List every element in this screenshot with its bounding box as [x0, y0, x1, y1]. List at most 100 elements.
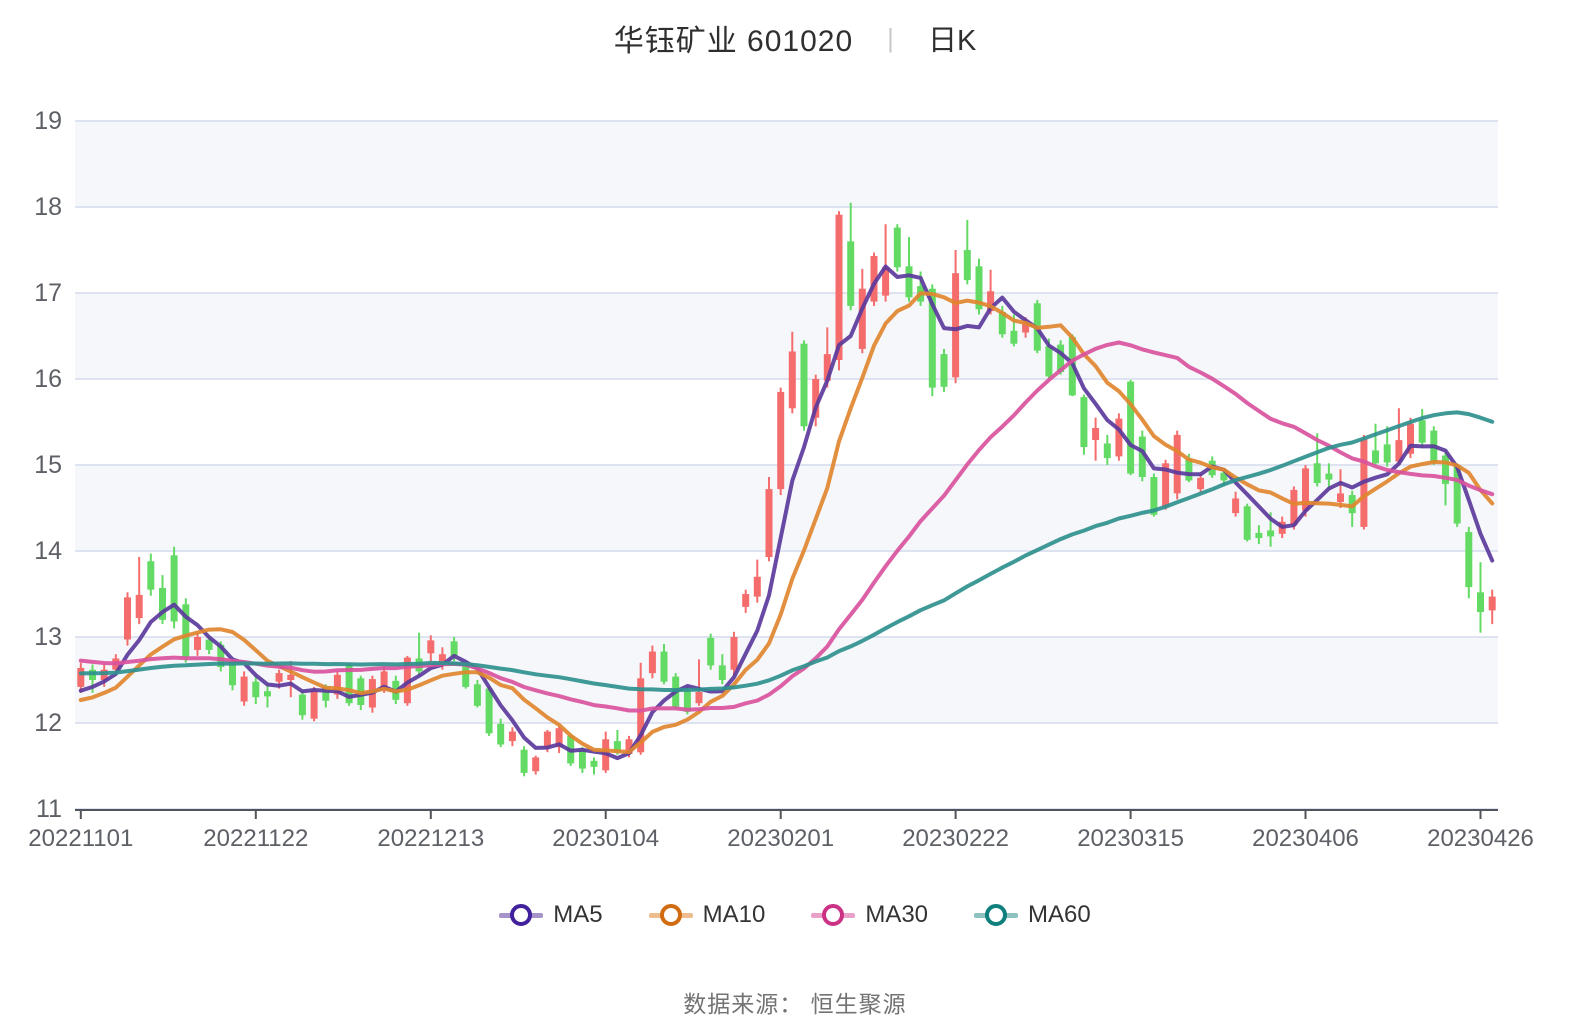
candle[interactable]: [695, 692, 703, 704]
candle[interactable]: [275, 673, 283, 682]
candle[interactable]: [625, 739, 633, 754]
legend-item-ma60[interactable]: MA60: [974, 901, 1091, 929]
candle[interactable]: [473, 684, 481, 706]
candle[interactable]: [765, 489, 773, 557]
candle[interactable]: [660, 651, 668, 682]
candle[interactable]: [1232, 498, 1240, 514]
candle[interactable]: [1057, 344, 1065, 373]
candle[interactable]: [1302, 468, 1309, 511]
candle[interactable]: [1092, 428, 1100, 440]
candle[interactable]: [707, 637, 715, 666]
candle[interactable]: [1103, 443, 1111, 459]
candle[interactable]: [963, 250, 971, 281]
candle[interactable]: [1173, 434, 1181, 494]
candle[interactable]: [1453, 465, 1461, 524]
candle[interactable]: [952, 273, 960, 378]
candle[interactable]: [264, 691, 271, 697]
candle[interactable]: [940, 354, 948, 387]
candle[interactable]: [532, 757, 540, 772]
candle[interactable]: [905, 266, 913, 298]
candle[interactable]: [135, 594, 143, 619]
candle[interactable]: [333, 674, 341, 695]
candle[interactable]: [555, 728, 563, 748]
candle[interactable]: [1325, 473, 1333, 480]
candle[interactable]: [182, 604, 190, 658]
candle[interactable]: [1372, 450, 1379, 464]
candle[interactable]: [1243, 506, 1251, 540]
candle[interactable]: [1197, 477, 1205, 490]
candle[interactable]: [1010, 330, 1018, 344]
kline-chart-canvas[interactable]: 19 18 17 16 15 14 13 12 11 20221101 20221122 202212…: [0, 0, 1590, 860]
candle[interactable]: [847, 241, 855, 306]
candle[interactable]: [77, 668, 85, 687]
candle[interactable]: [1022, 322, 1030, 333]
candle[interactable]: [893, 227, 901, 268]
candle[interactable]: [380, 671, 388, 689]
legend-item-ma30[interactable]: MA30: [811, 901, 928, 929]
candle[interactable]: [124, 597, 131, 640]
candle[interactable]: [229, 662, 236, 686]
candle[interactable]: [742, 594, 750, 607]
candle[interactable]: [1127, 381, 1135, 474]
candle[interactable]: [1080, 397, 1088, 447]
candle[interactable]: [543, 731, 551, 748]
legend-item-ma10[interactable]: MA10: [648, 901, 765, 929]
candle[interactable]: [322, 686, 330, 701]
candle[interactable]: [788, 351, 796, 409]
candle[interactable]: [882, 267, 890, 296]
candle[interactable]: [450, 641, 458, 656]
candle[interactable]: [590, 760, 598, 767]
candle[interactable]: [298, 694, 306, 716]
candle[interactable]: [1337, 493, 1344, 502]
candle[interactable]: [485, 688, 493, 734]
candle[interactable]: [520, 749, 528, 773]
candle[interactable]: [870, 256, 878, 302]
candle[interactable]: [648, 651, 656, 674]
candle[interactable]: [975, 266, 983, 310]
candle[interactable]: [240, 676, 248, 702]
legend-item-ma5[interactable]: MA5: [499, 901, 603, 929]
candle[interactable]: [1313, 463, 1321, 484]
candle[interactable]: [1418, 420, 1426, 443]
candle[interactable]: [613, 741, 621, 753]
candle[interactable]: [1267, 530, 1275, 537]
candle[interactable]: [753, 576, 761, 597]
candle[interactable]: [497, 723, 505, 745]
candle[interactable]: [1045, 346, 1053, 377]
candle[interactable]: [1255, 532, 1263, 539]
candle[interactable]: [1442, 455, 1449, 484]
candle[interactable]: [1138, 436, 1146, 477]
candle[interactable]: [928, 288, 936, 388]
candle[interactable]: [462, 665, 470, 687]
candle[interactable]: [217, 644, 225, 668]
candle[interactable]: [194, 637, 201, 650]
candle[interactable]: [310, 690, 318, 719]
candle[interactable]: [205, 639, 213, 650]
candle[interactable]: [823, 354, 831, 381]
candle[interactable]: [1477, 592, 1484, 613]
candle[interactable]: [987, 291, 995, 312]
candle[interactable]: [1115, 418, 1123, 457]
candle[interactable]: [1150, 477, 1158, 515]
candle[interactable]: [1395, 440, 1403, 462]
candle[interactable]: [637, 678, 645, 753]
candle[interactable]: [159, 588, 166, 620]
candle[interactable]: [1407, 423, 1414, 454]
candle[interactable]: [438, 654, 446, 664]
candle[interactable]: [1162, 463, 1170, 507]
candle[interactable]: [508, 731, 516, 742]
candle[interactable]: [1465, 532, 1473, 588]
candle[interactable]: [683, 690, 691, 712]
candle[interactable]: [777, 391, 785, 490]
candle[interactable]: [1488, 596, 1496, 611]
candle[interactable]: [345, 665, 353, 704]
candle[interactable]: [858, 288, 866, 349]
candle[interactable]: [835, 214, 843, 360]
candle[interactable]: [1185, 459, 1193, 481]
candle[interactable]: [147, 561, 155, 590]
candle[interactable]: [252, 681, 260, 698]
candle[interactable]: [998, 311, 1006, 335]
candle[interactable]: [718, 665, 726, 680]
candle[interactable]: [730, 637, 738, 670]
candle[interactable]: [1290, 489, 1298, 526]
